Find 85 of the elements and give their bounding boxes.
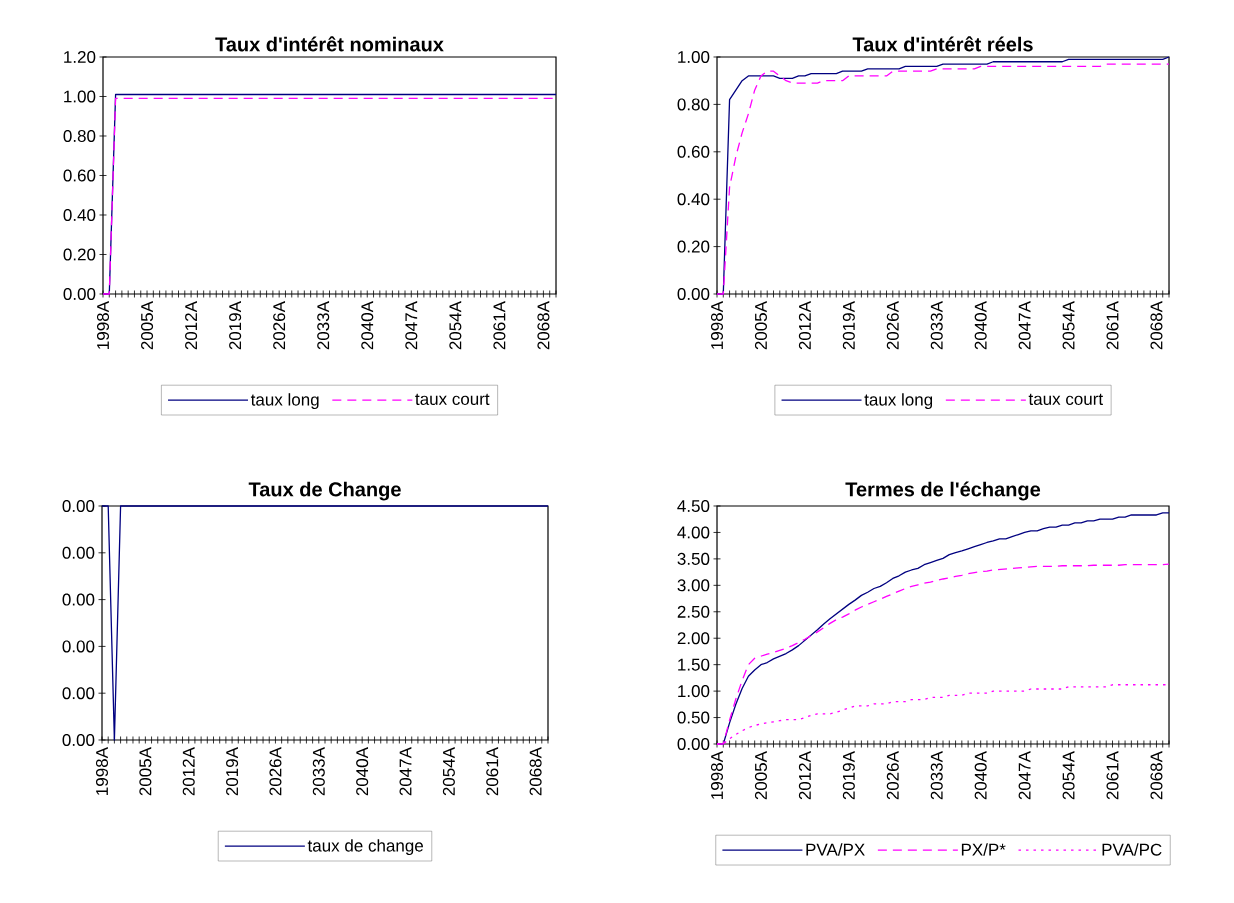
y-tick-label: 0.00	[62, 499, 95, 513]
legend-label: PX/P*	[961, 843, 1006, 856]
y-tick-label: 0.40	[677, 193, 710, 206]
x-tick-label: 2061A	[1106, 751, 1119, 800]
x-tick-label: 1998A	[710, 301, 724, 349]
x-tick-label: 2047A	[1018, 751, 1031, 800]
y-tick-label: 0.00	[62, 546, 95, 559]
x-tick-label: 2054A	[1062, 301, 1075, 350]
x-tick-label: 2033A	[930, 301, 943, 350]
x-tick-label: 2054A	[1062, 751, 1075, 800]
x-tick-label: 2012A	[182, 747, 195, 796]
x-tick-label: 2040A	[974, 751, 987, 800]
x-tick-label: 2033A	[317, 301, 330, 350]
legend-label: taux court	[1028, 393, 1103, 406]
y-tick-label: 2.00	[677, 632, 710, 645]
chart-title: Taux d'intérêt nominaux	[215, 36, 444, 52]
y-tick-label: 0.60	[677, 145, 710, 158]
y-tick-label: 0.00	[62, 593, 95, 606]
y-tick-label: 4.00	[677, 526, 710, 539]
y-tick-label: 0.00	[677, 287, 710, 301]
x-tick-label: 2054A	[442, 747, 455, 796]
y-tick-label: 1.00	[64, 90, 96, 103]
x-tick-label: 2047A	[405, 301, 418, 350]
y-tick-label: 0.00	[62, 733, 95, 747]
y-tick-label: 3.50	[677, 552, 710, 565]
x-tick-label: 2040A	[974, 301, 987, 350]
x-tick-label: 2026A	[273, 301, 286, 350]
x-tick-label: 2061A	[493, 301, 506, 350]
y-tick-label: 0.00	[63, 287, 96, 301]
x-tick-label: 2068A	[1150, 751, 1163, 800]
y-tick-label: 0.60	[63, 169, 96, 182]
x-tick-label: 2047A	[1018, 301, 1031, 350]
x-tick-label: 2026A	[886, 301, 899, 350]
y-tick-label: 0.40	[63, 208, 96, 222]
y-tick-label: 2.50	[677, 605, 710, 618]
y-tick-label: 0.80	[63, 129, 96, 143]
x-tick-label: 2012A	[798, 751, 811, 800]
y-tick-label: 0.00	[62, 687, 95, 700]
x-tick-label: 2012A	[798, 301, 811, 350]
x-tick-label: 2005A	[754, 751, 767, 800]
y-tick-label: 0.80	[677, 98, 710, 111]
x-tick-label: 2026A	[886, 751, 899, 800]
x-tick-label: 2033A	[930, 751, 943, 800]
x-tick-label: 2068A	[529, 747, 542, 796]
y-tick-label: 0.00	[62, 640, 95, 653]
x-tick-label: 2033A	[312, 747, 325, 796]
x-tick-label: 2019A	[226, 747, 239, 796]
y-tick-label: 1.20	[64, 50, 96, 64]
x-tick-label: 2019A	[842, 751, 855, 800]
chart-title: Termes de l'échange	[845, 481, 1041, 501]
x-tick-label: 2019A	[842, 301, 855, 350]
legend-label: PVA/PC	[1102, 843, 1162, 856]
chart-title: Taux de Change	[248, 481, 401, 501]
x-tick-label: 1998A	[710, 751, 724, 799]
y-tick-label: 1.00	[678, 50, 710, 64]
y-tick-label: 0.20	[677, 240, 710, 253]
x-tick-label: 2061A	[1106, 301, 1119, 350]
x-tick-label: 2054A	[449, 301, 462, 350]
legend-label: PVA/PX	[806, 843, 865, 856]
x-tick-label: 2019A	[229, 301, 242, 350]
x-tick-label: 2005A	[141, 301, 154, 350]
legend-label: taux court	[415, 393, 490, 406]
x-tick-label: 2026A	[269, 747, 282, 796]
x-tick-label: 2047A	[399, 747, 412, 796]
y-tick-label: 4.50	[677, 499, 710, 513]
y-tick-label: 0.50	[677, 711, 710, 724]
legend-label: taux de change	[307, 839, 423, 856]
x-tick-label: 2040A	[361, 301, 374, 350]
legend-label: taux long	[250, 393, 319, 410]
y-tick-label: 1.50	[678, 658, 710, 671]
y-tick-label: 0.20	[63, 248, 96, 261]
x-tick-label: 2040A	[356, 747, 369, 796]
x-tick-label: 2005A	[139, 747, 152, 796]
chart-title: Taux d'intérêt réels	[852, 36, 1033, 52]
x-tick-label: 1998A	[95, 747, 109, 795]
y-tick-label: 1.00	[678, 685, 710, 698]
x-tick-label: 2061A	[486, 747, 499, 796]
x-tick-label: 2068A	[537, 301, 550, 350]
x-tick-label: 2005A	[754, 301, 767, 350]
y-tick-label: 0.00	[677, 737, 710, 751]
x-tick-label: 2068A	[1150, 301, 1163, 350]
x-tick-label: 1998A	[96, 301, 110, 349]
y-tick-label: 3.00	[677, 579, 710, 592]
legend-label: taux long	[864, 393, 933, 410]
x-tick-label: 2012A	[185, 301, 198, 350]
